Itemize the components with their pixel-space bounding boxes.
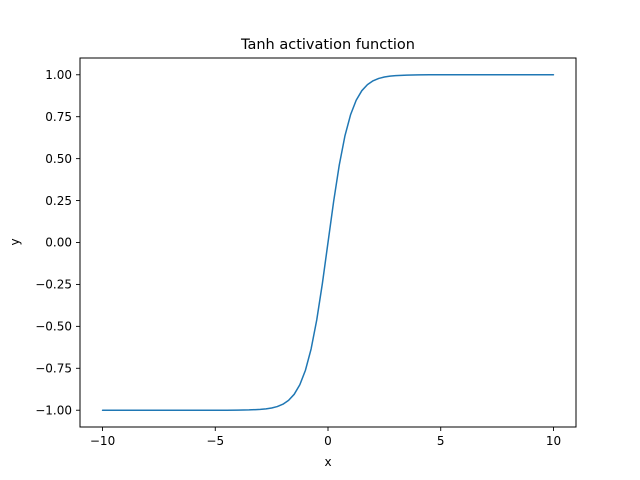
chart-title: Tanh activation function <box>240 37 415 53</box>
plot-area <box>101 74 555 411</box>
y-tick-label: 0.00 <box>45 236 72 250</box>
x-tick-label: 10 <box>546 434 561 448</box>
x-tick-label: 5 <box>437 434 445 448</box>
y-axis-ticks: −1.00 −0.75 −0.50 −0.25 0.00 0.25 0.50 0.75 1.00 <box>35 68 80 417</box>
x-axis-ticks: −10 −5 0 5 10 <box>90 427 561 448</box>
y-tick-label: 0.25 <box>45 194 72 208</box>
y-tick-label: 0.75 <box>45 110 72 124</box>
x-tick-label: −5 <box>206 434 224 448</box>
y-tick-label: 0.50 <box>45 152 72 166</box>
y-tick-label: −0.25 <box>35 278 72 292</box>
x-tick-label: −10 <box>90 434 115 448</box>
y-tick-label: 1.00 <box>45 68 72 82</box>
y-tick-label: −1.00 <box>35 403 72 417</box>
y-axis-label: y <box>8 238 22 245</box>
x-axis-label: x <box>324 455 331 469</box>
y-tick-label: −0.50 <box>35 320 72 334</box>
tanh-series-line <box>101 74 555 411</box>
y-tick-label: −0.75 <box>35 361 72 375</box>
x-tick-label: 0 <box>324 434 332 448</box>
